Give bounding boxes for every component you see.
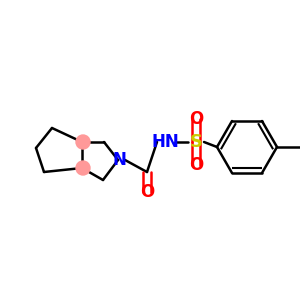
Text: O: O: [189, 156, 203, 174]
Text: O: O: [140, 183, 154, 201]
Text: HN: HN: [151, 133, 179, 151]
Circle shape: [76, 135, 90, 149]
Text: N: N: [112, 151, 126, 169]
Text: O: O: [189, 110, 203, 128]
Circle shape: [76, 161, 90, 175]
Text: S: S: [190, 133, 202, 151]
